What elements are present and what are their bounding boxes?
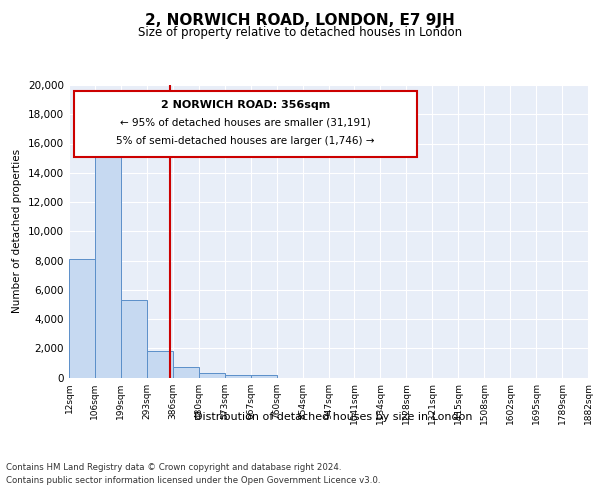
Bar <box>199 373 224 378</box>
Text: ← 95% of detached houses are smaller (31,191): ← 95% of detached houses are smaller (31… <box>120 117 371 127</box>
Text: Contains HM Land Registry data © Crown copyright and database right 2024.: Contains HM Land Registry data © Crown c… <box>6 462 341 471</box>
Text: Contains public sector information licensed under the Open Government Licence v3: Contains public sector information licen… <box>6 476 380 485</box>
Bar <box>225 374 251 378</box>
Text: 2, NORWICH ROAD, LONDON, E7 9JH: 2, NORWICH ROAD, LONDON, E7 9JH <box>145 12 455 28</box>
Bar <box>251 374 277 378</box>
Bar <box>69 259 95 378</box>
Bar <box>121 300 147 378</box>
Text: Size of property relative to detached houses in London: Size of property relative to detached ho… <box>138 26 462 39</box>
Bar <box>147 351 173 378</box>
FancyBboxPatch shape <box>74 91 417 156</box>
Y-axis label: Number of detached properties: Number of detached properties <box>13 149 22 314</box>
Bar <box>95 134 121 378</box>
Text: Distribution of detached houses by size in London: Distribution of detached houses by size … <box>194 412 472 422</box>
Text: 2 NORWICH ROAD: 356sqm: 2 NORWICH ROAD: 356sqm <box>161 100 330 110</box>
Text: 5% of semi-detached houses are larger (1,746) →: 5% of semi-detached houses are larger (1… <box>116 136 375 146</box>
Bar <box>173 366 199 378</box>
